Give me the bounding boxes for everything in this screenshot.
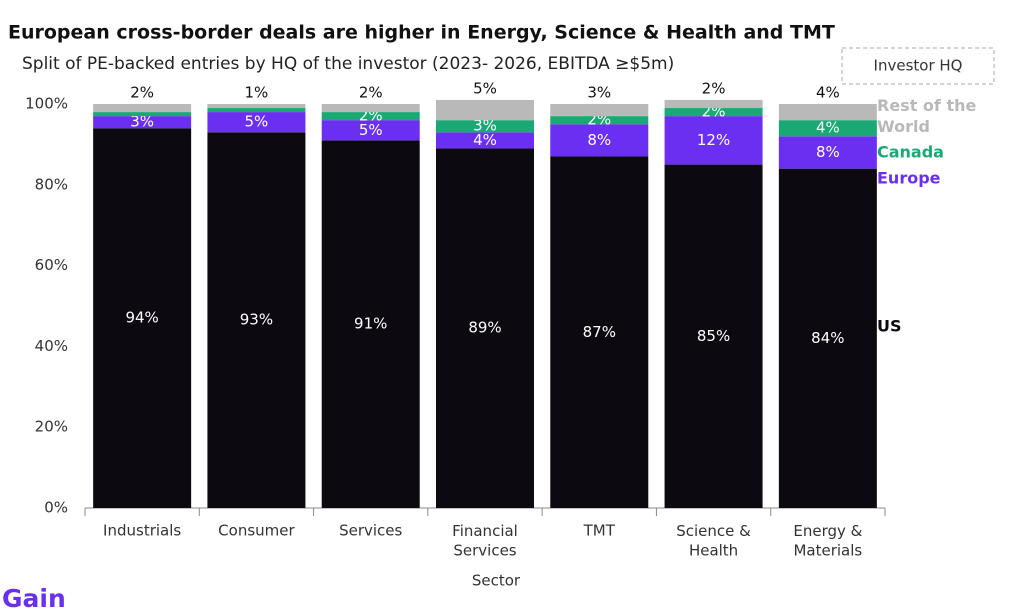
bar-segment [664,99,763,109]
bar-segment [550,156,649,508]
bar-segment [321,104,420,113]
data-label: 94% [125,309,158,327]
data-label: 5% [359,121,383,139]
bar-segment [664,108,763,117]
bar-segment [93,128,192,509]
data-label: 12% [697,131,730,149]
data-label: 3% [473,117,497,135]
data-label: 87% [583,323,616,341]
y-tick-label: 100% [25,95,68,113]
bar-segment [550,116,649,125]
legend-title: Investor HQ [874,57,963,75]
legend-label: Canada [877,143,944,162]
legend-box [841,47,995,85]
y-tick-label: 0% [44,499,68,517]
bar-segment [321,140,420,509]
data-label: 5% [473,79,497,97]
bar-segment [778,120,877,137]
bar-segment [778,136,877,169]
x-tick-label: Services [339,522,402,540]
data-label: 5% [245,113,269,131]
bar-segment [207,112,306,133]
x-tick-label: Financial Services [452,522,518,560]
x-tick-label: Industrials [103,522,181,540]
legend-label: Rest of the World [877,96,976,136]
bar-segment [93,112,192,117]
bar-segment [321,120,420,141]
data-label: 89% [468,319,501,337]
legend-label: Europe [877,169,941,188]
data-label: 3% [130,113,154,131]
y-tick-label: 80% [35,175,68,193]
x-tick-label: Consumer [218,522,295,540]
data-label: 3% [587,84,611,102]
bar-segment [664,164,763,508]
data-label: 8% [587,131,611,149]
x-axis-label: Sector [472,572,521,590]
bar-segment [436,148,534,508]
bar-segment [778,104,877,121]
data-label: 4% [473,131,497,149]
x-tick-label: Energy & Materials [793,522,862,560]
bar-segment [550,104,649,117]
y-tick-label: 60% [35,256,68,274]
data-label: 2% [359,84,383,102]
legend-label: US [877,317,902,336]
bar-segment [207,108,306,113]
data-label: 1% [245,84,269,102]
data-label: 85% [697,327,730,345]
bar-segment [436,132,534,149]
data-label: 4% [816,84,840,102]
bar-segment [93,116,192,129]
bar-segment [436,99,534,121]
bar-segment [207,132,306,508]
bar-segment [436,120,534,133]
data-label: 4% [816,119,840,137]
bar-segment [321,112,420,121]
data-label: 91% [354,315,387,333]
y-tick-label: 20% [35,418,68,436]
data-label: 2% [130,84,154,102]
y-tick-label: 40% [35,337,68,355]
bar-segment [778,168,877,508]
bar-segment [664,116,763,165]
bar-segment [93,104,192,113]
chart-title: European cross-border deals are higher i… [8,22,835,44]
bar-segment [550,124,649,157]
chart-subtitle: Split of PE-backed entries by HQ of the … [22,54,674,74]
bar-segment [207,104,306,109]
logo: Gain [2,584,66,613]
x-tick-label: Science & Health [676,522,751,560]
data-label: 2% [702,79,726,97]
data-label: 8% [816,143,840,161]
x-tick-label: TMT [583,522,616,540]
data-label: 93% [240,311,273,329]
data-label: 84% [811,329,844,347]
